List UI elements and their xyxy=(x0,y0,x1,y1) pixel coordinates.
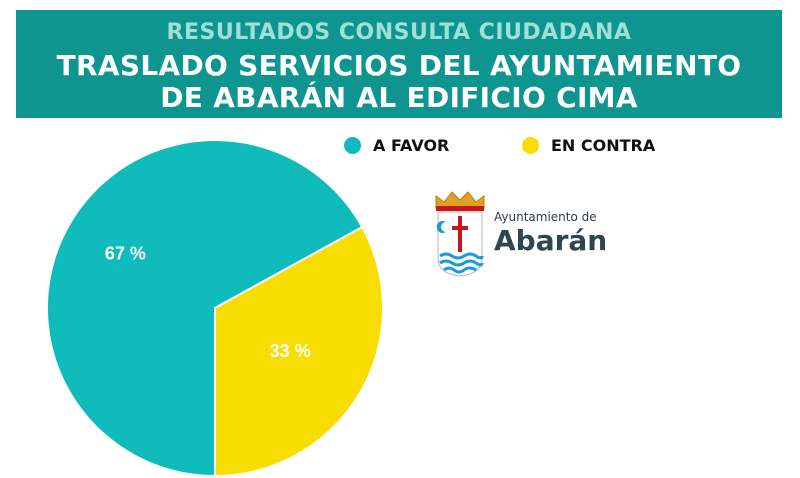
pie-slice-favor xyxy=(46,139,364,478)
pie-slice-contra xyxy=(214,225,385,478)
logo-line-1: Ayuntamiento de xyxy=(494,210,597,224)
header-banner: RESULTADOS CONSULTA CIUDADANA TRASLADO S… xyxy=(16,10,782,118)
legend-swatch-contra xyxy=(522,137,539,154)
legend-swatch-favor xyxy=(344,137,361,154)
legend-label-favor: A FAVOR xyxy=(373,136,450,155)
legend-item-contra: EN CONTRA xyxy=(522,136,655,155)
logo-line-2: Abarán xyxy=(494,224,608,257)
chart-title: TRASLADO SERVICIOS DEL AYUNTAMIENTO DE A… xyxy=(16,50,782,114)
legend-label-contra: EN CONTRA xyxy=(551,136,656,155)
pie-label-favor: 67 % xyxy=(105,244,146,264)
title-line-1: TRASLADO SERVICIOS DEL AYUNTAMIENTO xyxy=(56,49,742,82)
legend-item-favor: A FAVOR xyxy=(344,136,449,155)
coat-of-arms-icon xyxy=(435,191,485,277)
pie-label-contra: 33 % xyxy=(270,341,311,361)
ayuntamiento-logo: Ayuntamiento de Abarán xyxy=(430,188,630,278)
chart-subtitle: RESULTADOS CONSULTA CIUDADANA xyxy=(166,20,632,45)
title-line-2: DE ABARÁN AL EDIFICIO CIMA xyxy=(160,81,638,114)
